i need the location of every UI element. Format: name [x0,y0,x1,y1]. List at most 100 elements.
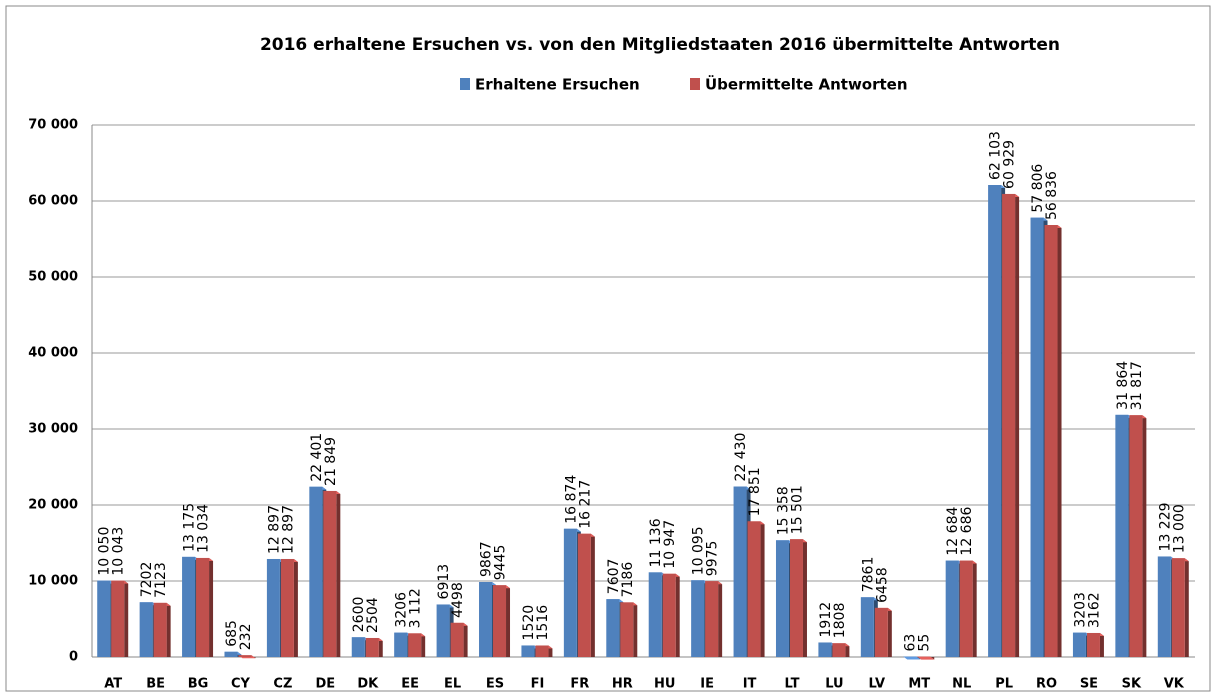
data-label: 31 864 [1115,361,1131,410]
x-tick-label: FI [531,677,545,692]
bar [662,573,676,657]
x-tick-label: AT [104,677,122,692]
data-label: 232 [238,624,254,651]
data-label: 31 817 [1129,361,1145,410]
bar-side [760,521,765,657]
data-label: 1808 [832,603,848,639]
x-tick-label: ES [486,677,504,692]
data-label: 15 358 [775,486,791,535]
data-label: 9445 [493,545,509,581]
bar [196,557,210,657]
data-label: 1516 [535,605,551,641]
bar [1115,414,1129,657]
data-label: 10 947 [662,520,678,569]
data-label: 9867 [479,541,495,577]
data-label: 22 430 [733,433,749,482]
x-tick-label: MT [908,677,930,692]
bar [747,521,761,657]
data-label: 21 849 [323,437,339,486]
bar-side [718,581,723,657]
x-tick-label: BG [188,677,209,692]
data-label: 12 897 [266,505,282,554]
bar [648,572,662,657]
bar [493,585,507,657]
bar-side [1099,632,1104,657]
x-tick-label: DK [357,677,379,692]
bar [832,643,846,657]
bar-top [903,656,921,660]
bar [1171,558,1185,657]
bar [394,632,408,657]
data-label: 7186 [620,562,636,598]
bar [436,604,450,657]
data-label: 22 401 [309,433,325,482]
data-label: 57 806 [1030,164,1046,213]
bar [351,637,365,657]
bar [705,581,719,657]
x-tick-label: HR [612,677,633,692]
bar [606,599,620,657]
x-tick-label: VK [1164,677,1185,692]
bar [1129,415,1143,657]
bar-side [590,533,595,657]
bar [959,560,973,657]
bar [224,651,238,657]
x-tick-label: LU [825,677,843,692]
bar [1044,225,1058,658]
data-label: 56 836 [1044,171,1060,220]
bar-side [1057,225,1062,658]
x-tick-label: DE [315,677,335,692]
bar [535,645,549,657]
x-tick-label: BE [146,677,165,692]
bar-side [972,560,977,657]
bar [238,655,252,657]
x-tick-label: PL [995,677,1013,692]
bar [874,607,888,657]
data-label: 3203 [1072,592,1088,628]
x-tick-label: NL [952,677,971,692]
bar-side [293,558,298,657]
data-label: 63 [903,634,919,652]
data-label: 13 000 [1171,504,1187,553]
data-label: 17 851 [747,467,763,516]
y-tick-label: 50 000 [28,270,78,285]
data-label: 62 103 [988,131,1004,180]
data-label: 3206 [394,592,410,628]
data-label: 10 043 [111,527,127,576]
data-label: 3162 [1086,592,1102,628]
bar [1030,217,1044,658]
data-label: 7202 [139,562,155,598]
data-label: 1520 [521,605,537,641]
bar [1072,632,1086,657]
bar-side [378,637,383,657]
bar [266,558,280,657]
x-tick-label: IE [700,677,714,692]
legend-swatch [690,78,700,90]
y-tick-label: 30 000 [28,422,78,437]
bar [139,602,153,657]
y-tick-label: 70 000 [28,118,78,133]
bar [1002,193,1016,657]
y-tick-label: 0 [69,650,78,665]
x-tick-label: CZ [273,677,292,692]
bar-side [463,622,468,657]
data-label: 4498 [450,582,466,618]
bar-side [1015,193,1020,657]
bar-side [1184,558,1189,657]
data-label: 11 136 [648,518,664,567]
bar [789,539,803,657]
bar [182,556,196,657]
x-tick-label: SE [1080,677,1098,692]
bar [577,533,591,657]
data-label: 12 897 [280,505,296,554]
bar [323,490,337,657]
y-tick-label: 20 000 [28,498,78,513]
data-label: 12 684 [945,507,961,556]
x-tick-label: IT [743,677,757,692]
bar [309,486,323,657]
bar [450,622,464,657]
bar [860,597,874,657]
bar-side [506,585,511,657]
bar [988,185,1002,657]
data-label: 2600 [351,597,367,633]
